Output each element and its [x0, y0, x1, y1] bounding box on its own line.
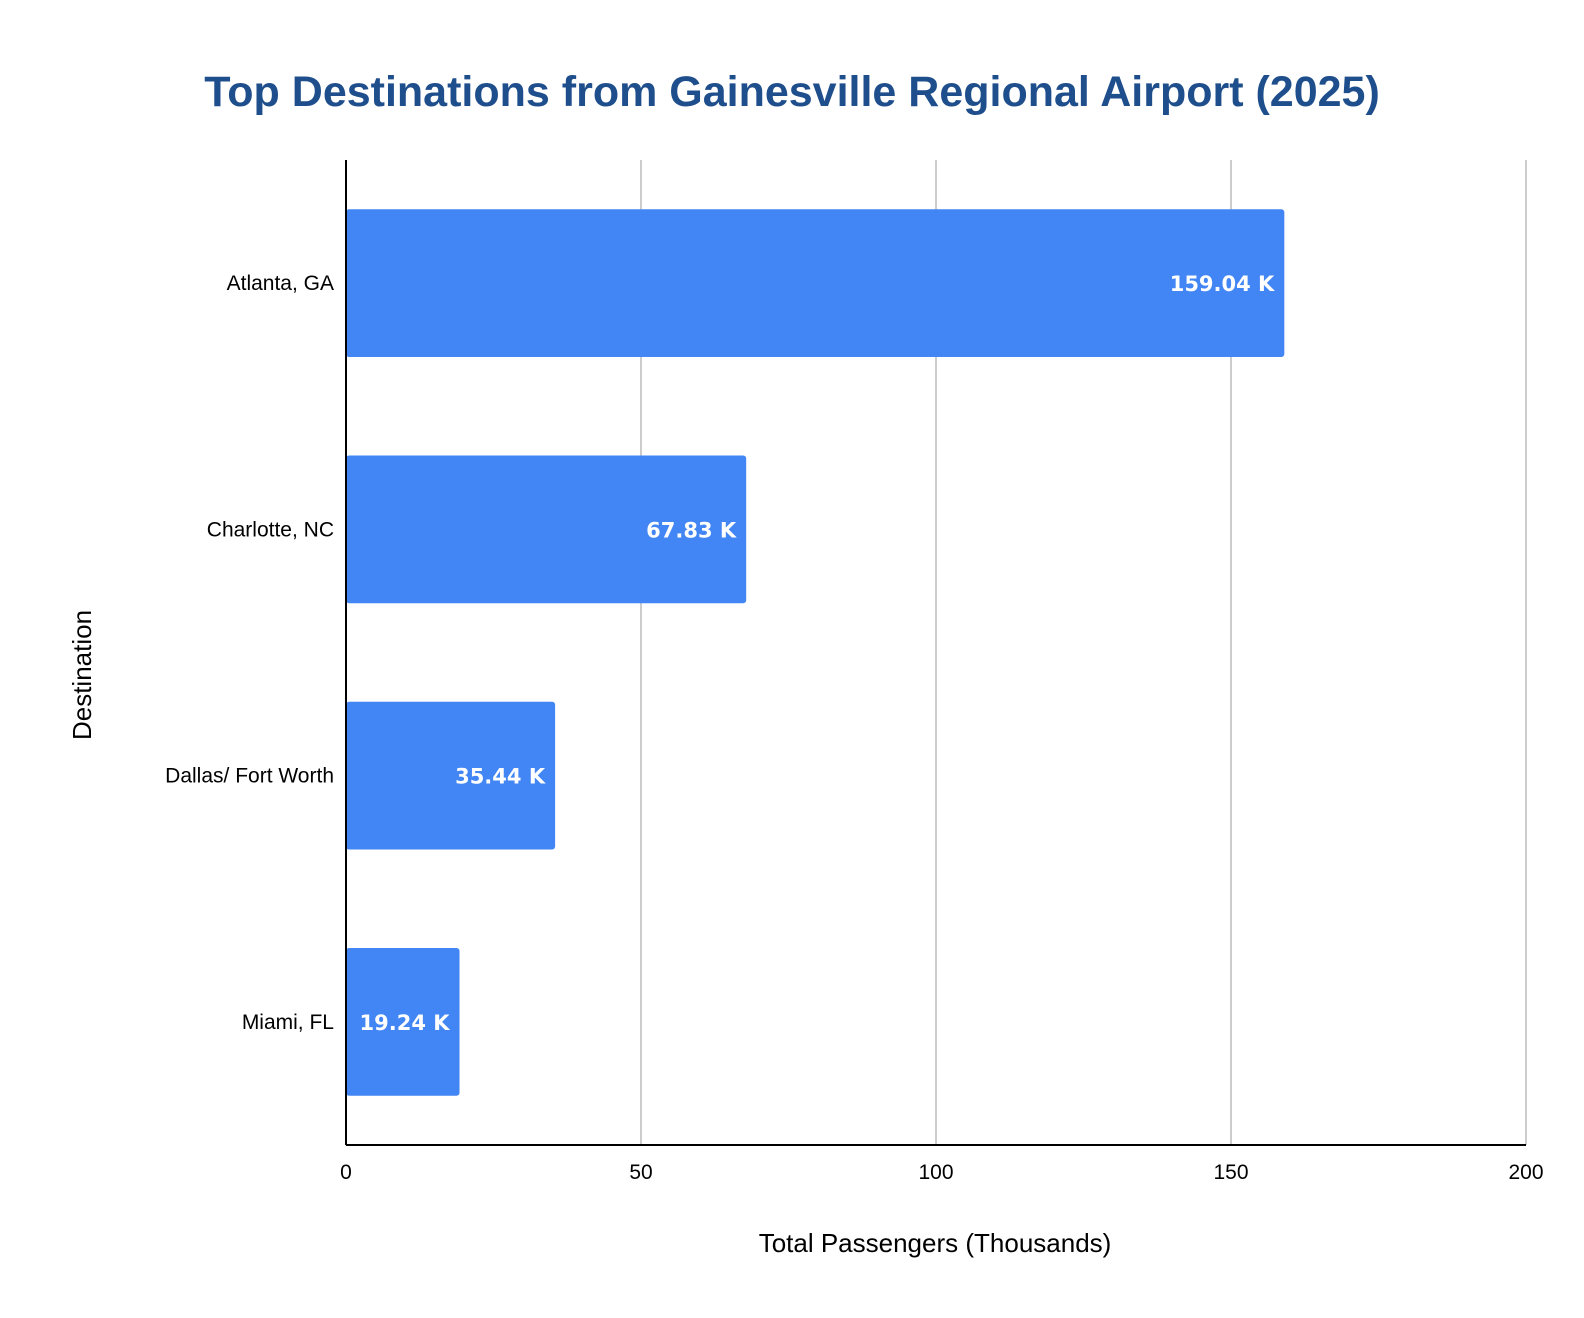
x-tick-label: 50 [629, 1161, 652, 1184]
y-tick-labels: Atlanta, GA Charlotte, NC Dallas/ Fort Wor… [165, 272, 334, 1034]
x-tick-label: 0 [340, 1161, 352, 1184]
bar [346, 701, 556, 850]
y-tick-label: Dallas/ Fort Worth [165, 765, 334, 788]
x-axis-label: Total Passengers (Thousands) [759, 1228, 1112, 1258]
x-tick-label: 200 [1508, 1161, 1543, 1184]
data-label: 67.83 K [646, 518, 737, 542]
chart-title: Top Destinations from Gainesville Region… [204, 68, 1380, 116]
y-tick-label: Miami, FL [242, 1011, 334, 1034]
data-label: 19.24 K [360, 1011, 451, 1035]
axes [345, 160, 1526, 1146]
bar [346, 455, 747, 604]
data-label: 35.44 K [455, 765, 546, 789]
x-tick-label: 100 [918, 1161, 953, 1184]
data-label: 159.04 K [1170, 272, 1275, 296]
bars: 159.04 K 67.83 K 35.44 K 19.24 K [346, 209, 1285, 1096]
y-tick-label: Charlotte, NC [207, 518, 334, 541]
bar [346, 209, 1285, 357]
y-tick-label: Atlanta, GA [227, 272, 334, 295]
x-tick-labels: 0 50 100 150 200 [340, 1161, 1543, 1184]
x-tick-label: 150 [1213, 1161, 1248, 1184]
bar [346, 948, 460, 1096]
y-axis-label: Destination [67, 610, 97, 740]
